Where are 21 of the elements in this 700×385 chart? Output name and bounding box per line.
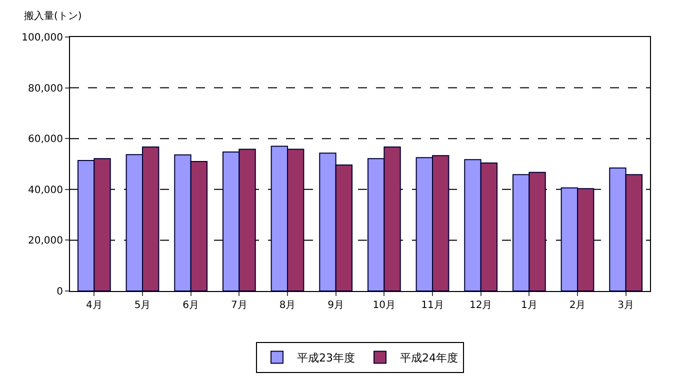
x-tick-label: 9月 — [328, 300, 344, 311]
x-tick-label: 8月 — [279, 300, 296, 311]
legend-label: 平成23年度 — [297, 352, 355, 365]
y-tick-label: 100,000 — [22, 32, 63, 44]
x-tick-label: 10月 — [372, 300, 396, 311]
y-axis-title: 搬入量(トン) — [24, 10, 82, 22]
x-tick-label: 11月 — [421, 300, 444, 311]
x-tick-label: 12月 — [469, 300, 492, 311]
x-tick-label: 1月 — [520, 300, 538, 311]
x-tick-label: 4月 — [86, 300, 102, 311]
x-tick-label: 2月 — [569, 300, 586, 311]
x-tick-label: 7月 — [230, 300, 248, 311]
y-tick-label: 0 — [56, 286, 63, 298]
y-tick-label: 40,000 — [28, 184, 63, 196]
x-tick-label: 3月 — [618, 300, 634, 311]
y-tick-label: 20,000 — [28, 236, 63, 247]
y-tick-label: 60,000 — [28, 134, 63, 146]
x-tick-label: 5月 — [134, 300, 151, 311]
legend-label: 平成24年度 — [400, 352, 458, 365]
y-tick-label: 80,000 — [28, 83, 63, 94]
x-tick-label: 6月 — [182, 300, 200, 311]
